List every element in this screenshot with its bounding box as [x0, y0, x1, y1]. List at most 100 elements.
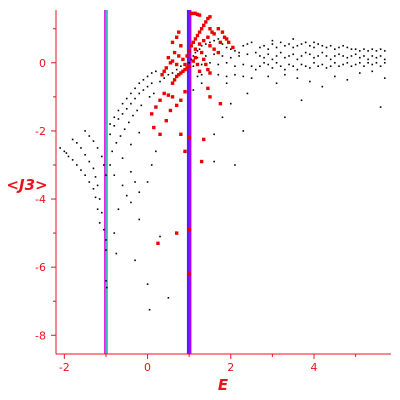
data-point [363, 48, 365, 50]
data-point [199, 159, 204, 164]
data-point [329, 44, 332, 47]
data-point [134, 181, 136, 183]
data-point [218, 101, 223, 106]
data-point [105, 249, 107, 251]
data-point [183, 67, 187, 72]
data-point [174, 231, 179, 235]
data-point [187, 136, 191, 140]
data-point [194, 51, 197, 54]
data-point [163, 77, 165, 79]
data-point [197, 13, 202, 17]
data-point [263, 61, 265, 64]
data-point [103, 228, 105, 231]
data-point [183, 62, 187, 67]
data-point [321, 85, 324, 88]
data-point [125, 97, 128, 100]
data-point [338, 53, 340, 56]
data-point [130, 143, 132, 146]
data-point [242, 44, 245, 47]
data-point [175, 68, 178, 71]
data-point [80, 169, 82, 171]
data-series [59, 11, 386, 311]
data-point [199, 50, 204, 55]
data-point [193, 47, 198, 51]
data-point [84, 130, 86, 132]
data-point [192, 89, 195, 91]
data-point [209, 61, 211, 64]
data-point [284, 116, 286, 119]
data-point [250, 41, 253, 44]
data-point [309, 67, 311, 69]
data-point [254, 68, 257, 71]
data-point [166, 55, 171, 60]
data-point [134, 87, 136, 90]
data-point [358, 61, 361, 64]
data-point [142, 89, 145, 91]
data-point [187, 272, 191, 276]
data-point [189, 44, 193, 48]
data-point [59, 147, 61, 149]
data-point [174, 62, 179, 67]
data-point [202, 137, 206, 142]
data-point [383, 61, 386, 64]
data-point [234, 50, 236, 52]
data-point [208, 15, 212, 19]
data-point [76, 164, 78, 166]
data-point [242, 63, 245, 66]
data-point [263, 56, 265, 59]
data-point [288, 63, 290, 66]
data-point [130, 170, 132, 173]
y-tick-label: -4 [35, 193, 46, 206]
data-point [225, 75, 228, 78]
data-point [334, 75, 336, 78]
data-point [358, 50, 361, 52]
data-point [206, 67, 210, 72]
data-point [84, 153, 86, 156]
data-point [172, 78, 177, 82]
data-point [259, 65, 261, 67]
data-point [346, 79, 349, 81]
data-point [183, 149, 187, 154]
data-point [271, 67, 274, 69]
data-point [234, 65, 236, 67]
data-point [200, 82, 203, 85]
data-point [375, 50, 378, 52]
data-point [329, 58, 332, 61]
data-point [128, 121, 130, 124]
data-point [271, 39, 274, 42]
y-tick-label: 0 [39, 57, 46, 70]
data-point [123, 128, 126, 131]
data-point [217, 63, 220, 66]
data-point [229, 102, 232, 105]
data-point [96, 208, 99, 211]
data-point [195, 33, 200, 38]
data-point [259, 55, 261, 57]
data-point [187, 227, 191, 232]
data-point [309, 53, 311, 56]
data-point [159, 235, 161, 238]
data-point [167, 73, 170, 76]
data-point [71, 138, 74, 141]
data-point [196, 75, 199, 78]
data-point [202, 38, 206, 43]
data-point [113, 174, 116, 176]
data-point [338, 46, 340, 49]
data-point [138, 92, 141, 95]
data-point [168, 108, 173, 113]
data-point [150, 164, 153, 166]
data-point [338, 65, 340, 67]
data-point [130, 92, 132, 95]
data-point [121, 157, 124, 159]
data-point [164, 66, 168, 70]
data-point [334, 61, 336, 64]
data-point [168, 61, 173, 65]
data-point [171, 72, 174, 74]
data-point [170, 81, 175, 85]
data-point [309, 44, 311, 47]
data-point [200, 44, 203, 47]
data-point [383, 77, 386, 79]
data-point [225, 82, 228, 85]
data-point [197, 69, 202, 74]
data-point [205, 55, 207, 57]
